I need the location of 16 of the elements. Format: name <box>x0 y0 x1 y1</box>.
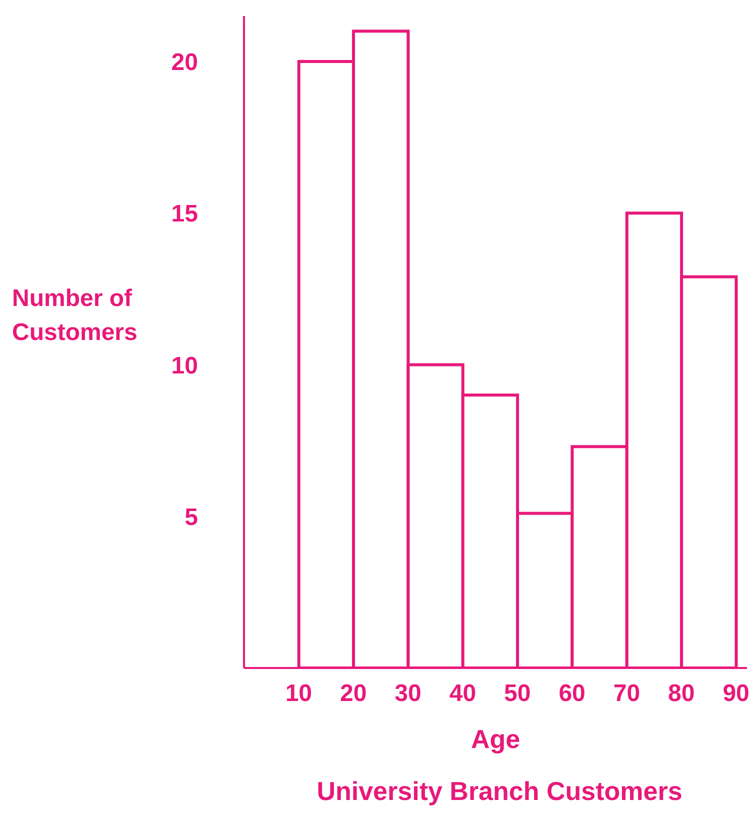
y-tick-label: 10 <box>171 352 198 380</box>
x-tick-label: 20 <box>340 680 367 708</box>
x-tick-label: 70 <box>613 680 640 708</box>
y-tick-label: 15 <box>171 200 198 228</box>
x-tick-label: 50 <box>504 680 531 708</box>
x-tick-label: 10 <box>285 680 312 708</box>
text: University Branch Customers <box>316 776 684 807</box>
y-tick-label: 5 <box>184 504 198 531</box>
x-tick-label: 90 <box>722 680 750 708</box>
x-axis-title: Age <box>470 724 520 754</box>
x-tick-label: 30 <box>394 680 422 708</box>
x-tick-label: 40 <box>449 680 476 708</box>
x-tick-label: 80 <box>668 680 695 708</box>
x-tick-label: 60 <box>558 680 586 708</box>
y-tick-label: 20 <box>171 49 198 76</box>
y-axis-title: Number of Customers <box>12 284 138 348</box>
